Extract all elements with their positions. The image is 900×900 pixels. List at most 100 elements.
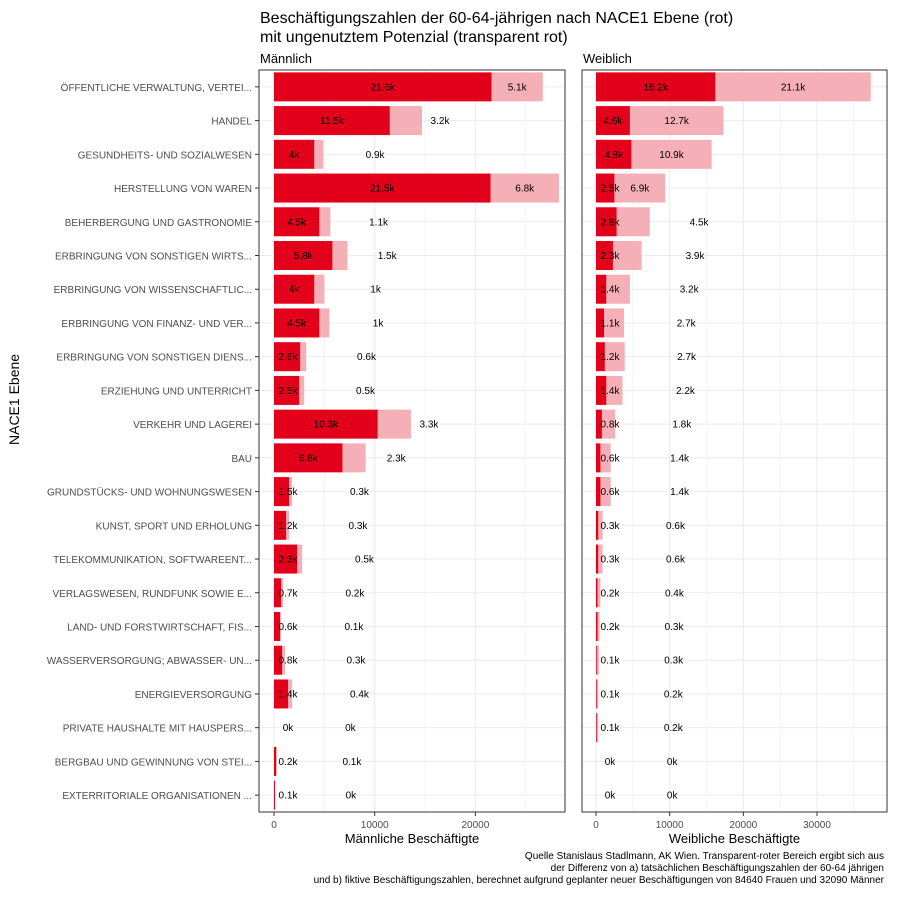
value-label-actual: 0.3k <box>601 555 621 566</box>
bar-potential <box>281 578 284 608</box>
value-label-actual: 2.6k <box>279 352 299 363</box>
bar-actual <box>274 207 320 237</box>
bar-actual <box>274 611 281 642</box>
x-tick-label: 10000 <box>656 820 684 831</box>
bar-potential <box>276 746 278 776</box>
value-label-actual: 0.6k <box>601 487 621 498</box>
bar-potential <box>616 207 650 237</box>
bar-potential <box>715 72 871 102</box>
bar-actual <box>274 780 276 810</box>
bar-actual <box>274 746 277 776</box>
value-label-actual: 0.1k <box>279 791 299 802</box>
value-label-actual: 0.1k <box>601 723 621 734</box>
category-label: ERBRINGUNG VON FINANZ- UND VER... <box>61 319 252 330</box>
bar-actual <box>274 240 333 271</box>
bar-actual <box>596 274 607 304</box>
category-label: ERBRINGUNG VON WISSENSCHAFTLIC... <box>54 285 252 296</box>
value-label-potential: 0.5k <box>356 386 376 397</box>
bar-actual <box>596 375 607 405</box>
value-label-potential: 1.4k <box>670 487 690 498</box>
value-label-potential: 0.1k <box>342 757 362 768</box>
category-label: HERSTELLUNG VON WAREN <box>114 184 252 195</box>
bar-potential <box>606 375 623 405</box>
value-label-potential: 2.3k <box>387 453 407 464</box>
bar-potential <box>612 240 642 271</box>
value-label-actual: 4.5k <box>287 217 307 228</box>
value-label-potential: 0k <box>346 791 358 802</box>
value-label-potential: 10.9k <box>659 150 684 161</box>
value-label-potential: 0.1k <box>344 622 364 633</box>
bar-actual <box>274 679 289 709</box>
bar-potential <box>614 173 666 203</box>
value-label-potential: 3.2k <box>680 285 700 296</box>
value-label-potential: 4.5k <box>690 217 710 228</box>
value-label-potential: 1.5k <box>378 251 398 262</box>
caption-line-3: und b) fiktive Beschäftigungszahlen, ber… <box>313 875 884 886</box>
value-label-actual: 4k <box>289 285 301 296</box>
value-label-potential: 0.2k <box>664 723 684 734</box>
bar-potential <box>314 139 324 169</box>
bar-actual <box>274 274 315 304</box>
value-label-actual: 0.1k <box>601 656 621 667</box>
chart-title: Beschäftigungszahlen der 60-64-jährigen … <box>260 10 734 27</box>
bar-actual <box>596 308 605 338</box>
category-label: TELEKOMMUNIKATION, SOFTWAREENT... <box>53 555 252 566</box>
bar-actual <box>596 240 613 271</box>
bar-actual <box>274 443 343 473</box>
bar-potential <box>597 611 600 642</box>
value-label-actual: 1.2k <box>279 521 299 532</box>
bar-potential <box>282 645 286 675</box>
value-label-potential: 0.6k <box>357 352 377 363</box>
value-label-actual: 0.2k <box>601 622 621 633</box>
value-label-actual: 16.2k <box>643 82 668 93</box>
value-label-actual: 1.2k <box>601 352 621 363</box>
value-label-potential: 0.4k <box>665 588 685 599</box>
category-label: GRUNDSTÜCKS- UND WOHNUNGSWESEN <box>47 487 252 499</box>
bar-actual <box>596 679 597 709</box>
bar-potential <box>604 342 625 372</box>
value-label-potential: 2.7k <box>677 352 697 363</box>
value-label-potential: 5.1k <box>508 82 528 93</box>
x-axis-title: Männliche Beschäftigte <box>345 831 479 846</box>
x-tick-label: 30000 <box>803 820 831 831</box>
value-label-actual: 5.8k <box>294 251 314 262</box>
x-tick-label: 10000 <box>361 820 389 831</box>
value-label-actual: 4.6k <box>603 116 623 127</box>
bar-potential <box>314 274 325 304</box>
value-label-actual: 0.8k <box>279 656 299 667</box>
value-label-potential: 6.9k <box>630 184 650 195</box>
bar-potential <box>389 106 423 136</box>
x-axis-title: Weibliche Beschäftigte <box>669 831 800 846</box>
value-label-potential: 6.8k <box>515 184 535 195</box>
value-label-actual: 4.5k <box>287 318 307 329</box>
bar-actual <box>274 308 320 338</box>
value-label-actual: 4.8k <box>604 150 624 161</box>
chart-subtitle: mit ungenutztem Potenzial (transparent r… <box>260 29 568 46</box>
value-label-actual: 1.1k <box>601 318 621 329</box>
value-label-actual: 11.5k <box>320 116 345 127</box>
value-label-potential: 3.9k <box>686 251 706 262</box>
value-label-potential: 0.2k <box>345 588 365 599</box>
panel-label-male: Männlich <box>260 51 313 66</box>
bar-actual <box>274 510 287 540</box>
value-label-actual: 0.7k <box>279 588 299 599</box>
bar-potential <box>319 207 331 237</box>
bar-actual <box>596 645 597 675</box>
bar-potential <box>596 679 599 709</box>
value-label-potential: 0.3k <box>664 656 684 667</box>
category-label: BEHERBERGUNG UND GASTRONOMIE <box>65 218 253 229</box>
bar-potential <box>332 240 348 271</box>
value-label-actual: 4k <box>289 150 301 161</box>
bar-actual <box>274 72 492 102</box>
panel-border <box>258 69 566 813</box>
value-label-actual: 0.3k <box>601 521 621 532</box>
bar-actual <box>274 409 378 439</box>
panel-border <box>581 69 888 813</box>
value-label-actual: 1.5k <box>279 487 299 498</box>
bar-actual <box>596 713 597 743</box>
category-label: KUNST, SPORT UND ERHOLUNG <box>96 521 253 532</box>
bar-actual <box>274 578 282 608</box>
value-label-actual: 10.3k <box>314 420 339 431</box>
